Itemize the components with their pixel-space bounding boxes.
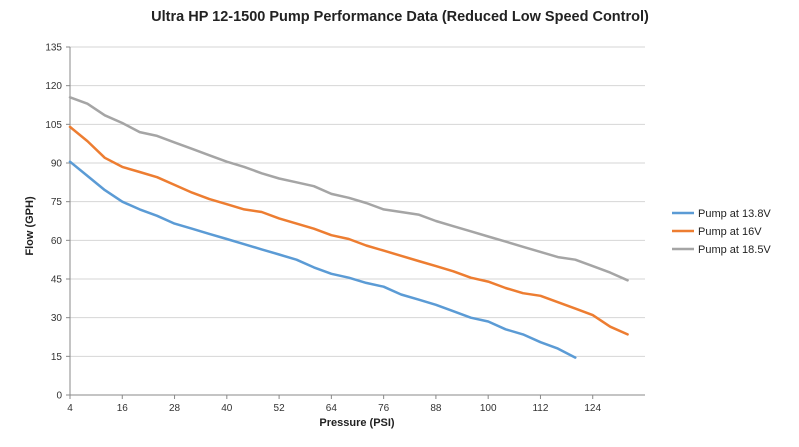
x-tick-label: 52 [274,403,286,414]
y-tick-label: 45 [51,275,63,286]
y-tick-label: 15 [51,352,63,363]
x-tick-label: 124 [584,403,601,414]
legend-label-1: Pump at 13.8V [698,208,771,220]
x-tick-label: 76 [378,403,390,414]
y-tick-label: 30 [51,313,63,324]
x-tick-label: 4 [67,403,73,414]
y-tick-label: 75 [51,197,63,208]
legend-label-2: Pump at 16V [698,226,762,238]
x-tick-label: 40 [221,403,233,414]
x-tick-label: 16 [117,403,129,414]
axes: 0 15 30 45 60 75 90 105 120 135 4 16 28 40 52 64 76 88 100… [45,43,645,414]
series-line-3 [68,96,629,282]
series-line-2 [68,125,629,336]
x-tick-label: 88 [430,403,442,414]
x-tick-label: 112 [532,403,548,414]
y-tick-label: 135 [45,43,62,54]
y-tick-label: 120 [45,81,62,92]
x-tick-label: 100 [480,403,497,414]
y-axis-title: Flow (GPH) [24,196,36,256]
y-tick-label: 105 [45,120,62,131]
legend-label-3: Pump at 18.5V [698,244,771,256]
x-tick-label: 28 [169,403,181,414]
series-layer [68,96,629,359]
y-tick-label: 60 [51,236,63,247]
y-tick-label: 0 [56,391,62,402]
x-axis-title: Pressure (PSI) [319,417,395,429]
x-tick-label: 64 [326,403,338,414]
y-tick-label: 90 [51,159,63,170]
legend: Pump at 13.8V Pump at 16V Pump at 18.5V [672,208,771,256]
series-line-1 [68,160,577,359]
chart-title: Ultra HP 12-1500 Pump Performance Data (… [151,9,649,25]
